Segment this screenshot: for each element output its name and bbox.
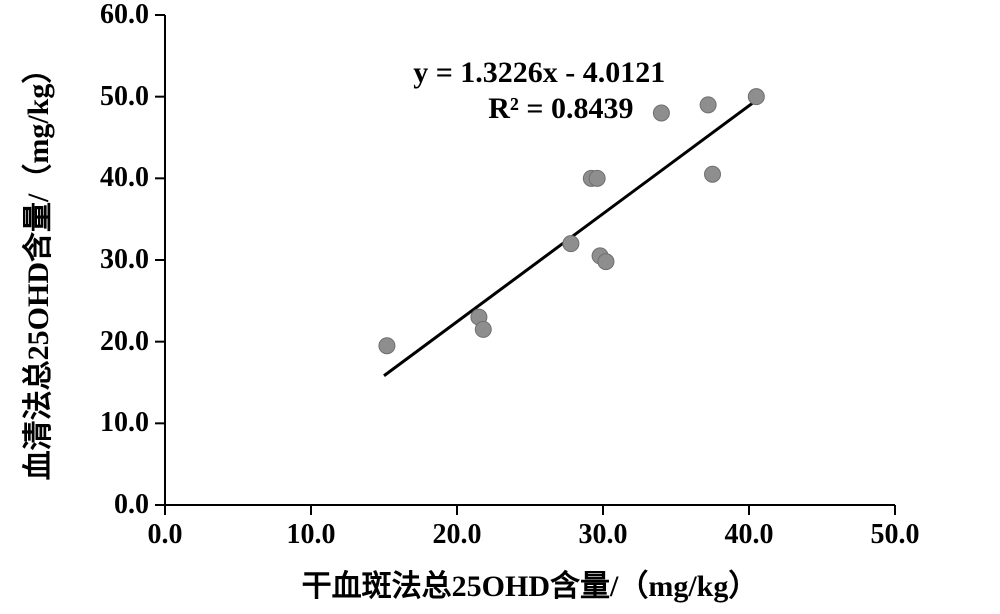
y-tick-label: 0.0 — [114, 489, 149, 521]
data-point — [475, 321, 491, 337]
data-point — [700, 97, 716, 113]
y-axis-label: 血清法总25OHD含量/（mg/kg） — [13, 22, 57, 512]
data-point — [379, 338, 395, 354]
data-point — [748, 89, 764, 105]
x-tick-label: 50.0 — [855, 519, 935, 551]
data-point — [705, 166, 721, 182]
regression-equation: y = 1.3226x - 4.0121 — [413, 56, 665, 90]
x-tick-label: 10.0 — [271, 519, 351, 551]
x-axis-label: 干血斑法总25OHD含量/（mg/kg） — [165, 561, 895, 605]
r-squared: R² = 0.8439 — [488, 92, 633, 126]
x-tick-label: 40.0 — [709, 519, 789, 551]
data-point — [598, 254, 614, 270]
y-tick-label: 20.0 — [100, 326, 149, 358]
x-tick-label: 0.0 — [125, 519, 205, 551]
y-tick-label: 50.0 — [100, 81, 149, 113]
scatter-chart: 0.0 10.0 20.0 30.0 40.0 50.0 0.0 10.0 20.0 30.0 40… — [0, 0, 1000, 614]
data-point — [653, 105, 669, 121]
y-tick-label: 10.0 — [100, 407, 149, 439]
y-tick-label: 40.0 — [100, 162, 149, 194]
x-tick-label: 30.0 — [563, 519, 643, 551]
data-point — [563, 236, 579, 252]
y-tick-label: 60.0 — [100, 0, 149, 31]
y-tick-label: 30.0 — [100, 244, 149, 276]
data-point — [589, 170, 605, 186]
x-tick-label: 20.0 — [417, 519, 497, 551]
